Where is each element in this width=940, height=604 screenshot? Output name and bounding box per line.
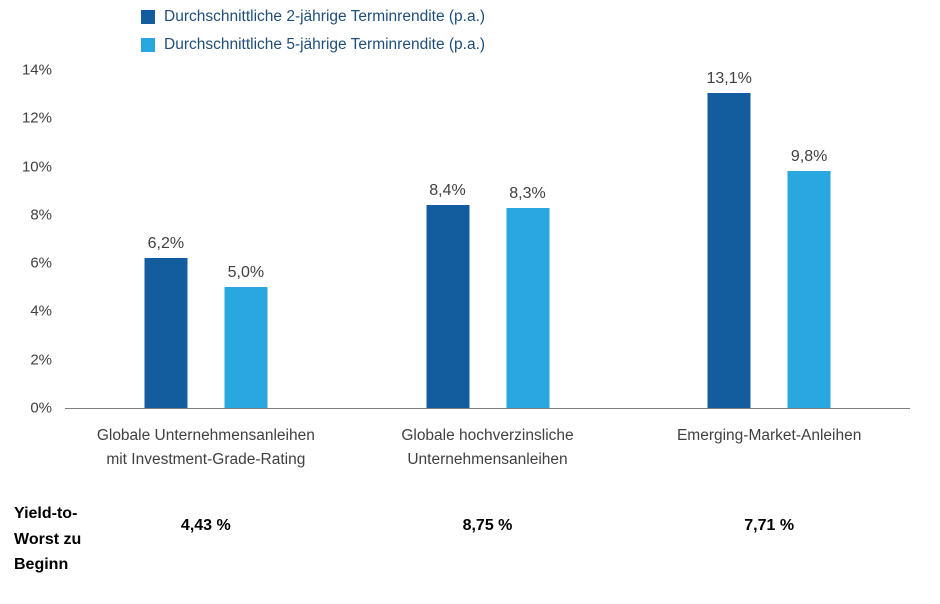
y-tick-label: 10% bbox=[21, 158, 52, 176]
bar-column: 13,1% bbox=[706, 70, 752, 408]
bar bbox=[707, 93, 751, 408]
yield-value: 7,71 % bbox=[744, 517, 795, 534]
y-tick-label: 14% bbox=[21, 61, 52, 79]
yield-row-label: Yield-to-Worst zu Beginn bbox=[14, 505, 82, 574]
chart-legend: Durchschnittliche 2-jährige Terminrendit… bbox=[141, 8, 485, 54]
y-tick-label: 6% bbox=[30, 254, 52, 272]
legend-swatch-5y-icon bbox=[141, 38, 155, 52]
x-axis-category-labels: Globale Unternehmensanleihen mit Investm… bbox=[65, 424, 910, 472]
bar-column: 9,8% bbox=[787, 70, 831, 408]
y-axis: 0% 2% 4% 6% 8% 10% 12% 14% bbox=[0, 62, 52, 417]
bar-group: 8,4% 8,3% bbox=[426, 70, 549, 408]
bar-column: 6,2% bbox=[144, 70, 188, 408]
bar-value-label: 5,0% bbox=[227, 264, 265, 282]
bar bbox=[506, 207, 549, 408]
y-tick-label: 12% bbox=[21, 109, 52, 127]
bar-column: 8,3% bbox=[506, 70, 549, 408]
category-label: Globale hochverzinsliche Unternehmensanl… bbox=[401, 427, 574, 469]
bar bbox=[787, 171, 831, 408]
yield-value: 8,75 % bbox=[462, 517, 513, 534]
bar bbox=[426, 205, 469, 408]
legend-swatch-2y-icon bbox=[141, 10, 155, 24]
bar-value-label: 8,3% bbox=[509, 184, 546, 202]
bar-value-label: 8,4% bbox=[429, 182, 466, 200]
y-tick-label: 0% bbox=[30, 399, 52, 417]
legend-label-5y: Durchschnittliche 5-jährige Terminrendit… bbox=[164, 36, 486, 53]
legend-item-5y: Durchschnittliche 5-jährige Terminrendit… bbox=[141, 36, 485, 54]
bar-column: 8,4% bbox=[426, 70, 469, 408]
category-label: Emerging-Market-Anleihen bbox=[676, 427, 862, 444]
plot-area: 6,2% 5,0% 8,4% 8,3% 13,1% 9,8% bbox=[65, 70, 910, 409]
bar-group: 6,2% 5,0% bbox=[144, 70, 268, 408]
bar-column: 5,0% bbox=[224, 70, 268, 408]
y-tick-label: 2% bbox=[30, 351, 52, 369]
legend-item-2y: Durchschnittliche 2-jährige Terminrendit… bbox=[141, 8, 485, 26]
bar-group: 13,1% 9,8% bbox=[706, 70, 831, 408]
bar-value-label: 6,2% bbox=[147, 235, 185, 253]
y-tick-label: 8% bbox=[30, 206, 52, 224]
y-tick-label: 4% bbox=[30, 302, 52, 320]
category-label: Globale Unternehmensanleihen mit Investm… bbox=[96, 427, 315, 469]
bar bbox=[144, 258, 188, 408]
yield-values-row: 4,43 % 8,75 % 7,71 % bbox=[65, 517, 910, 535]
bar-value-label: 9,8% bbox=[790, 148, 828, 166]
yield-value: 4,43 % bbox=[180, 517, 231, 534]
legend-label-2y: Durchschnittliche 2-jährige Terminrendit… bbox=[164, 8, 486, 25]
bar-value-label: 13,1% bbox=[706, 70, 752, 87]
bar bbox=[224, 287, 268, 408]
